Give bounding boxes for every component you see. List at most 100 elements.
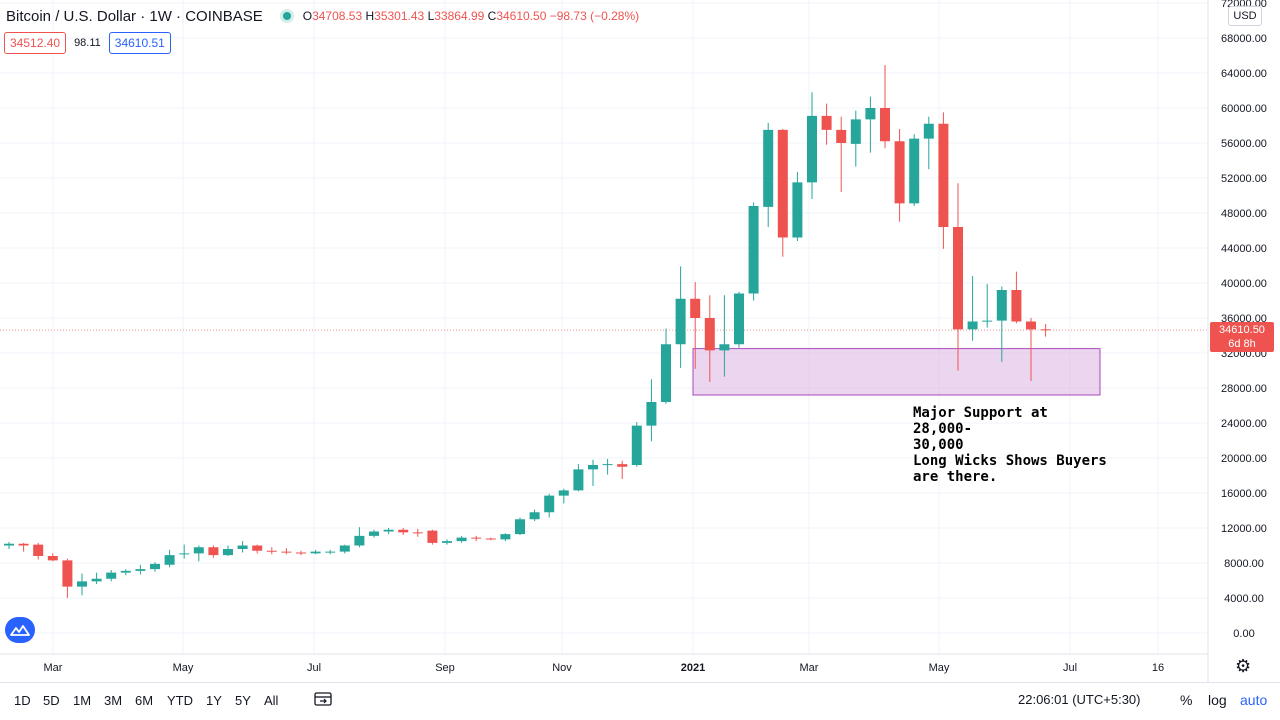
currency-button[interactable]: USD (1228, 6, 1262, 26)
candle-body (281, 551, 292, 553)
candle (821, 103, 832, 145)
last-price-tag: 34610.50 6d 8h (1210, 322, 1274, 352)
candle (179, 544, 190, 559)
candle (938, 112, 949, 249)
auto-scale-toggle[interactable]: auto (1240, 692, 1268, 708)
y-tick-label: 68000.00 (1221, 33, 1267, 45)
x-tick-label: Mar (800, 662, 819, 674)
candle-body (237, 545, 248, 549)
candle-body (719, 344, 730, 351)
market-open-icon (282, 12, 291, 20)
y-tick-label: 56000.00 (1221, 138, 1267, 150)
candle (4, 542, 14, 549)
candle-body (646, 402, 657, 426)
ohlc-values: O34708.53 H35301.43 L33864.99 C34610.50 … (303, 9, 639, 23)
candle-body (792, 182, 803, 238)
date-range-icon[interactable] (314, 691, 332, 707)
candle (719, 295, 730, 377)
candle-body (442, 541, 452, 543)
timeframe-all[interactable]: All (264, 693, 279, 708)
percent-scale-toggle[interactable]: % (1180, 692, 1193, 708)
candle (850, 110, 861, 167)
bar-countdown: 6d 8h (1228, 338, 1256, 350)
buy-price-button[interactable]: 34610.51 (108, 32, 171, 54)
timeframe-ytd[interactable]: YTD (167, 693, 193, 708)
tradingview-logo-icon[interactable] (5, 617, 35, 643)
candle-body (164, 555, 175, 565)
candle (120, 569, 131, 576)
last-price-value: 34610.50 (1219, 324, 1265, 336)
symbol-title[interactable]: Bitcoin / U.S. Dollar · 1W · COINBASE (6, 7, 263, 25)
candle (339, 544, 350, 554)
sell-price-button[interactable]: 34512.40 (4, 32, 67, 54)
candle-body (529, 512, 540, 520)
candle (588, 459, 598, 486)
timeframe-5d[interactable]: 5D (43, 693, 60, 708)
price-chart[interactable]: 0.00 4000.00 8000.00 12000.00 16000.00 20000.… (0, 0, 1280, 682)
candle-body (120, 570, 131, 573)
annotation-line-2: 30,000 (913, 437, 964, 453)
support-zone (692, 348, 1101, 396)
candle (704, 295, 715, 382)
candle (661, 328, 671, 404)
timeframe-5y[interactable]: 5Y (235, 693, 251, 708)
log-scale-toggle[interactable]: log (1208, 692, 1227, 708)
open-value: 34708.53 (312, 9, 363, 23)
candle (894, 129, 905, 222)
candle (967, 276, 978, 341)
y-tick-label: 24000.00 (1221, 418, 1267, 430)
candle (442, 539, 452, 545)
candle-body (310, 551, 321, 554)
gear-icon[interactable]: ⚙ (1235, 656, 1252, 676)
candle (573, 464, 584, 492)
x-tick-label: Sep (435, 662, 455, 674)
candle (296, 550, 306, 556)
x-tick-label: May (929, 662, 950, 674)
candle-body (558, 490, 569, 496)
candle-body (383, 529, 394, 532)
timeframe-6m[interactable]: 6M (135, 693, 154, 708)
candle-body (909, 138, 920, 204)
candle-body (894, 141, 905, 204)
candle (266, 547, 277, 555)
candle-body (690, 298, 701, 318)
candle-body (62, 560, 73, 587)
candle (18, 542, 29, 552)
candle (1040, 324, 1051, 337)
candle-body (704, 318, 715, 351)
candle (865, 96, 876, 153)
candle (953, 183, 963, 371)
candle (807, 92, 817, 199)
candle-body (880, 108, 890, 142)
support-annotation[interactable]: Major Support at 28,000- 30,000 Long Wic… (913, 405, 1113, 485)
candle-body (1011, 290, 1022, 322)
candle-body (967, 321, 978, 330)
candle-body (369, 531, 379, 536)
candle-body (996, 290, 1007, 321)
candle (631, 422, 642, 467)
y-tick-label: 52000.00 (1221, 173, 1267, 185)
candle (1011, 271, 1022, 324)
candle-body (208, 547, 219, 556)
y-tick-label: 16000.00 (1221, 488, 1267, 500)
candle (456, 535, 467, 543)
candle (909, 134, 920, 206)
timeframe-3m[interactable]: 3M (104, 693, 123, 708)
clock-display[interactable]: 22:06:01 (UTC+5:30) (1018, 692, 1141, 707)
candle-body (865, 108, 876, 120)
candle-body (354, 535, 365, 546)
timeframe-1m[interactable]: 1M (73, 693, 92, 708)
low-label: L (427, 9, 435, 23)
open-label: O (302, 9, 313, 23)
candle-body (631, 425, 642, 465)
candle-body (179, 553, 190, 555)
candle (646, 379, 657, 442)
candle-body (777, 129, 788, 238)
x-tick-label: Jul (307, 662, 321, 674)
candle (675, 266, 686, 368)
candle (193, 545, 204, 562)
chart-grid (0, 0, 1208, 654)
candle (310, 549, 321, 555)
timeframe-1d[interactable]: 1D (14, 693, 31, 708)
timeframe-1y[interactable]: 1Y (206, 693, 222, 708)
